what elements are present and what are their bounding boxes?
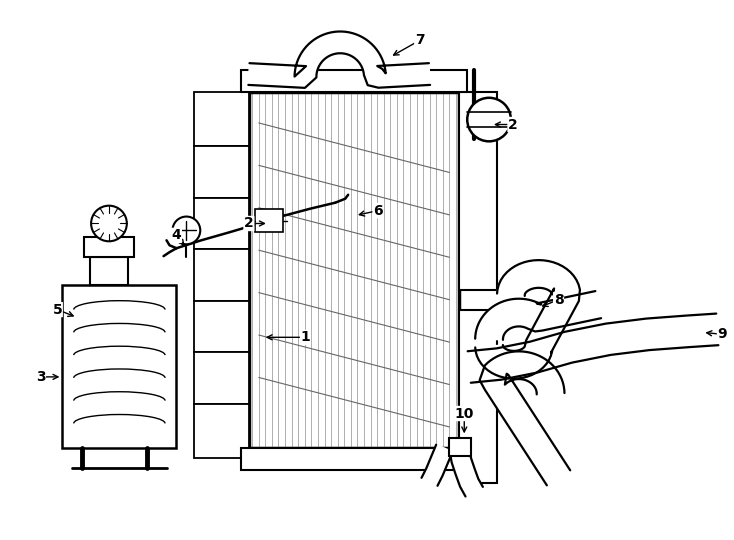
Circle shape [172, 217, 200, 244]
Text: 9: 9 [717, 327, 727, 341]
Bar [459, 92, 497, 290]
Bar [195, 403, 249, 458]
Bar [195, 249, 249, 301]
Text: 10: 10 [454, 407, 474, 421]
Text: 4: 4 [172, 228, 181, 242]
Circle shape [468, 98, 511, 141]
Bar [195, 146, 249, 198]
Bar [195, 301, 249, 352]
Bar [195, 352, 249, 403]
Polygon shape [449, 447, 483, 496]
Circle shape [91, 206, 127, 241]
Text: 6: 6 [373, 204, 382, 218]
Bar [449, 438, 471, 456]
Polygon shape [475, 291, 601, 340]
Bar [90, 257, 128, 285]
Bar [195, 92, 249, 146]
Bar [84, 238, 134, 257]
Polygon shape [468, 314, 719, 383]
Text: 8: 8 [553, 293, 564, 307]
Bar [255, 208, 283, 232]
Bar [195, 198, 249, 249]
Bar [62, 285, 176, 448]
Text: 1: 1 [301, 330, 310, 345]
Text: 2: 2 [244, 217, 254, 231]
Bar [459, 309, 497, 483]
Polygon shape [421, 445, 453, 486]
Text: 5: 5 [53, 302, 62, 316]
Bar [241, 448, 468, 470]
Polygon shape [479, 352, 570, 485]
Text: 7: 7 [415, 33, 424, 48]
Bar [241, 70, 468, 92]
Text: 2: 2 [508, 118, 517, 132]
Polygon shape [475, 260, 580, 379]
Polygon shape [248, 31, 430, 88]
Text: 3: 3 [36, 370, 46, 384]
